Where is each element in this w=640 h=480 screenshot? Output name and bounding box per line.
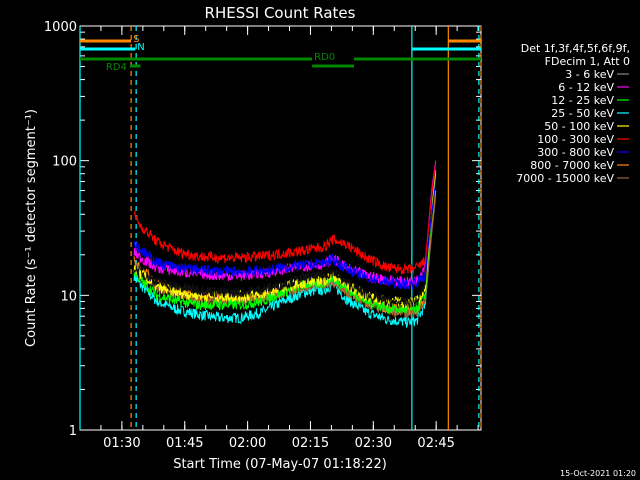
flag-label-rd0: RD0 — [314, 52, 335, 63]
x-tick-label: 01:30 — [103, 436, 140, 451]
x-tick-label: 02:15 — [292, 436, 329, 451]
x-tick-label: 01:45 — [166, 436, 203, 451]
flag-label-rd4: RD4 — [106, 62, 127, 73]
legend-entry-label: 3 - 6 keV — [565, 68, 614, 81]
x-tick-label: 02:00 — [229, 436, 266, 451]
flag-label-n: N — [137, 42, 144, 53]
series-line — [133, 163, 437, 275]
x-tick-label: 02:30 — [355, 436, 392, 451]
legend-entry-label: 300 - 800 keV — [537, 146, 614, 159]
flag-label-s: S — [133, 34, 139, 45]
series-line — [133, 173, 437, 315]
footer-timestamp: 15-Oct-2021 01:20 — [560, 469, 636, 478]
y-tick-label: 1000 — [44, 20, 77, 35]
legend-entry-label: 6 - 12 keV — [558, 81, 614, 94]
series-line — [133, 190, 437, 329]
y-tick-label: 1 — [69, 424, 77, 439]
legend-header-line-2: FDecim 1, Att 0 — [545, 55, 630, 68]
legend-entry-label: 800 - 7000 keV — [530, 159, 614, 172]
y-tick-label: 100 — [52, 155, 77, 170]
legend-entry-label: 7000 - 15000 keV — [516, 172, 614, 185]
legend-entry-label: 12 - 25 keV — [551, 94, 614, 107]
series-line — [133, 181, 437, 290]
x-axis-label: Start Time (07-May-07 01:18:22) — [173, 457, 387, 472]
series-line — [133, 163, 437, 309]
legend-entry-label: 25 - 50 keV — [551, 107, 614, 120]
legend-entry-label: 100 - 300 keV — [537, 133, 614, 146]
legend-entry-label: 50 - 100 keV — [544, 120, 614, 133]
y-tick-label: 10 — [60, 289, 77, 304]
chart-title: RHESSI Count Rates — [205, 4, 356, 22]
x-tick-label: 02:45 — [417, 436, 454, 451]
y-axis-label: Count Rate (s⁻¹ detector segment⁻¹) — [24, 109, 39, 347]
legend-header-line-1: Det 1f,3f,4f,5f,6f,9f, — [521, 42, 630, 55]
